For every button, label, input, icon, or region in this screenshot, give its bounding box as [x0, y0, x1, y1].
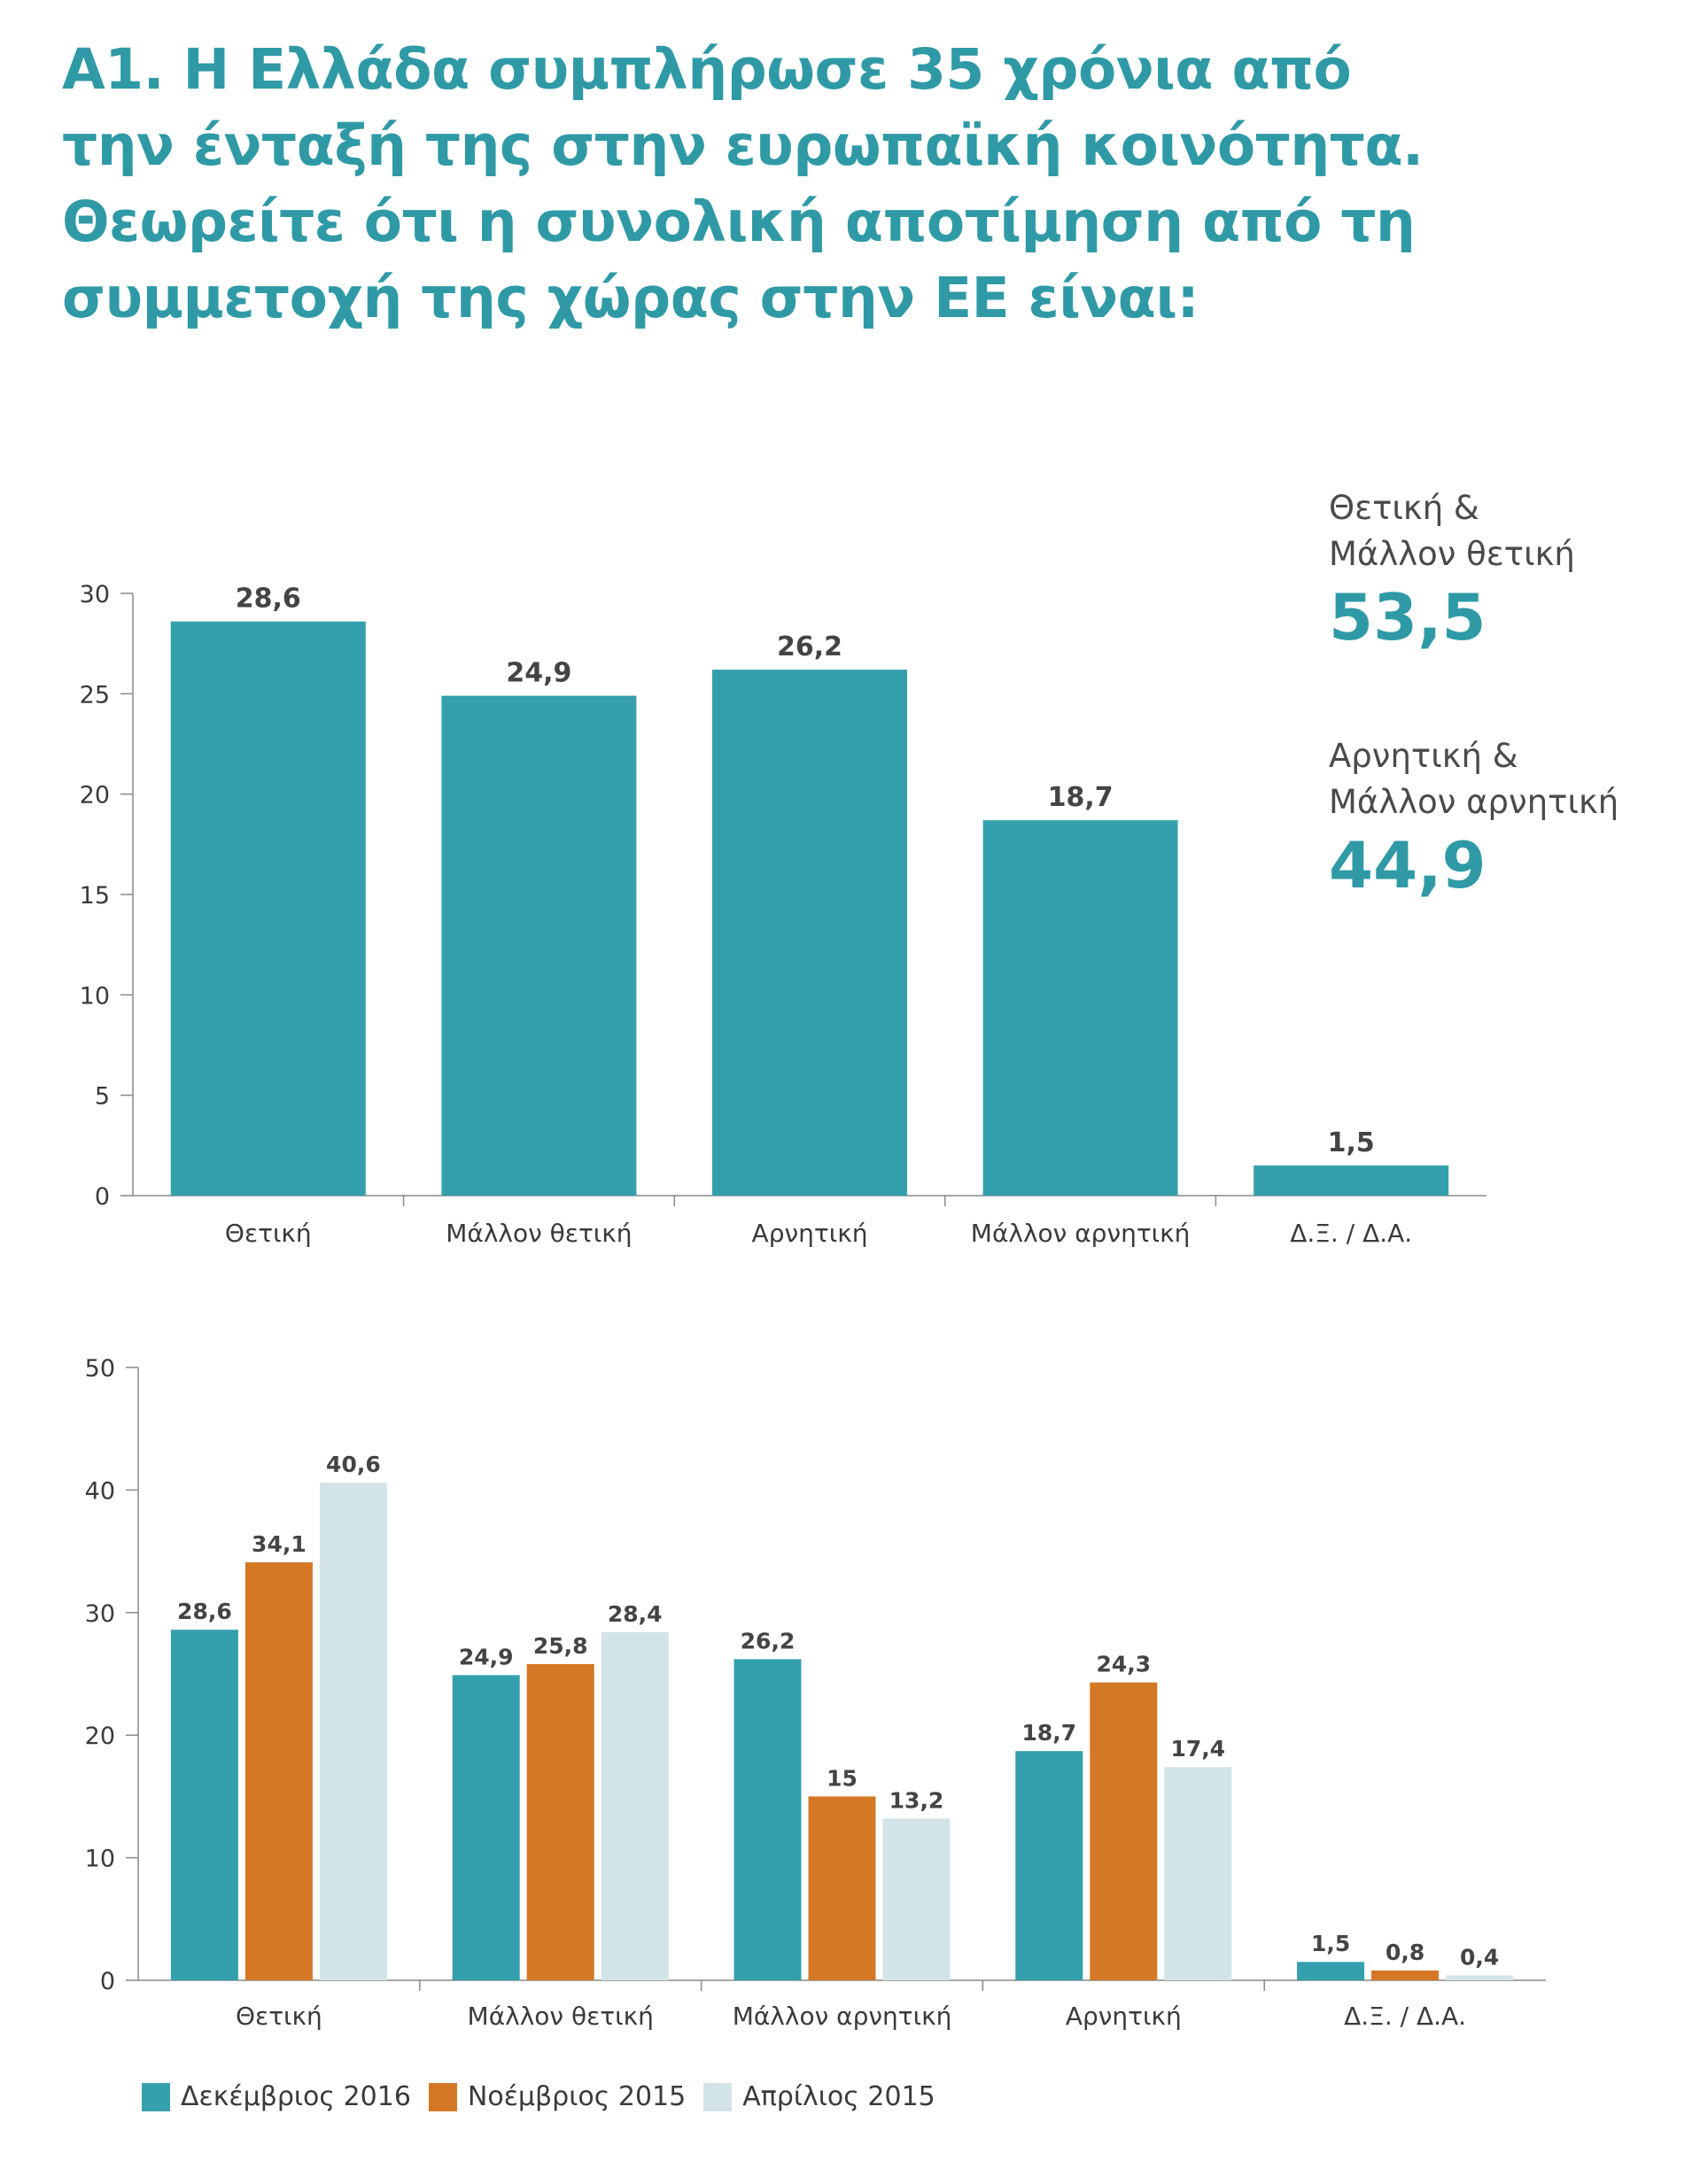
bar	[526, 1663, 594, 1980]
bar	[1090, 1682, 1158, 1980]
negative-summary-label: Μάλλον αρνητική	[1329, 783, 1619, 821]
bar-value-label: 40,6	[326, 1452, 381, 1477]
legend-item: Νοέμβριος 2015	[428, 2081, 687, 2112]
y-tick-label: 15	[80, 882, 110, 910]
bar-value-label: 13,2	[889, 1787, 944, 1813]
legend-item: Απρίλιος 2015	[703, 2081, 935, 2112]
bar-value-label: 0,8	[1385, 1940, 1424, 1965]
x-category-label: Μάλλον αρνητική	[733, 2002, 952, 2031]
positive-summary-label: Μάλλον θετική	[1329, 535, 1575, 573]
bar-value-label: 34,1	[252, 1531, 307, 1557]
positive-summary: Θετική & Μάλλον θετική 53,5	[1329, 485, 1575, 657]
bar	[1297, 1962, 1365, 1980]
title-line: την ένταξή της στην ευρωπαϊκή κοινότητα.	[62, 113, 1424, 178]
legend-swatch	[428, 2082, 457, 2111]
bar	[452, 1675, 520, 1980]
bar	[1015, 1751, 1083, 1980]
y-tick-label: 50	[85, 1355, 115, 1382]
bar	[1164, 1767, 1232, 1980]
y-tick-label: 20	[80, 782, 110, 809]
x-category-label: Μάλλον αρνητική	[971, 1219, 1191, 1248]
y-tick-label: 0	[100, 1968, 115, 1995]
legend-label: Νοέμβριος 2015	[467, 2081, 687, 2112]
title-line: Θεωρείτε ότι η συνολική αποτίμηση από τη	[62, 190, 1416, 254]
bar-value-label: 25,8	[533, 1633, 588, 1659]
y-tick-label: 40	[85, 1477, 115, 1505]
title-line: συμμετοχή της χώρας στην ΕΕ είναι:	[62, 266, 1199, 330]
bar-value-label: 18,7	[1021, 1720, 1076, 1746]
bar-value-label: 26,2	[777, 631, 842, 662]
bar	[712, 670, 907, 1196]
x-category-label: Δ.Ξ. / Δ.Α.	[1344, 2002, 1466, 2031]
bar	[808, 1796, 876, 1980]
bar-value-label: 18,7	[1048, 782, 1114, 813]
bar	[733, 1659, 802, 1980]
y-tick-label: 0	[95, 1183, 110, 1211]
x-category-label: Αρνητική	[752, 1219, 868, 1248]
bar-value-label: 28,4	[608, 1601, 663, 1627]
bar	[601, 1631, 669, 1980]
legend-swatch	[142, 2082, 170, 2111]
x-category-label: Μάλλον θετική	[446, 1219, 632, 1248]
x-category-label: Θετική	[236, 2002, 322, 2031]
y-tick-label: 25	[80, 681, 110, 709]
legend-label: Απρίλιος 2015	[742, 2081, 935, 2112]
legend-label: Δεκέμβριος 2016	[181, 2081, 411, 2112]
bar-value-label: 28,6	[177, 1599, 232, 1624]
bar-value-label: 0,4	[1460, 1944, 1499, 1970]
bar	[170, 621, 366, 1196]
negative-summary-value: 44,9	[1329, 828, 1486, 902]
y-tick-label: 5	[95, 1083, 110, 1111]
positive-summary-label: Θετική &	[1329, 489, 1479, 527]
x-category-label: Θετική	[225, 1219, 312, 1248]
overall-assessment-bar-chart: 0 5 10 15 20 25 30 28,6 Θετική 24,9 Μάλλον θετική 2…	[80, 581, 1486, 1248]
y-tick-label: 30	[80, 581, 110, 608]
bar	[1446, 1975, 1514, 1980]
bar-value-label: 24,3	[1096, 1652, 1151, 1677]
x-category-label: Αρνητική	[1066, 2002, 1182, 2031]
legend-swatch	[703, 2082, 733, 2111]
x-category-label: Μάλλον θετική	[468, 2002, 654, 2031]
bar	[441, 695, 637, 1196]
negative-summary: Αρνητική & Μάλλον αρνητική 44,9	[1329, 733, 1618, 905]
bar-value-label: 15	[827, 1765, 858, 1791]
bar	[1371, 1970, 1440, 1980]
bar-value-label: 1,5	[1328, 1127, 1375, 1158]
chart-title: Α1. Η Ελλάδα συμπλήρωσε 35 χρόνια από τη…	[62, 32, 1444, 337]
negative-summary-label: Αρνητική &	[1329, 737, 1518, 775]
chart-legend: Δεκέμβριος 2016 Νοέμβριος 2015 Απρίλιος …	[142, 2081, 935, 2112]
bar-value-label: 26,2	[741, 1628, 796, 1653]
bar	[244, 1562, 313, 1980]
x-category-label: Δ.Ξ. / Δ.Α.	[1290, 1219, 1412, 1248]
comparison-grouped-bar-chart: 0 10 20 30 40 50 28,6 34,1 40,6 Θετική 24,9 25,8 28,…	[85, 1355, 1546, 2031]
positive-summary-value: 53,5	[1329, 580, 1486, 654]
bar-value-label: 17,4	[1170, 1736, 1225, 1762]
bar-value-label: 24,9	[506, 658, 571, 689]
bar-value-label: 1,5	[1311, 1931, 1350, 1956]
y-tick-label: 20	[85, 1723, 115, 1750]
bar-value-label: 28,6	[236, 584, 301, 615]
legend-item: Δεκέμβριος 2016	[142, 2081, 411, 2112]
y-tick-label: 10	[85, 1846, 115, 1873]
bar	[982, 820, 1178, 1196]
y-tick-label: 30	[85, 1600, 115, 1628]
y-tick-label: 10	[80, 982, 110, 1010]
bar-value-label: 24,9	[459, 1644, 514, 1669]
bar	[1253, 1166, 1449, 1196]
title-line: Α1. Η Ελλάδα συμπλήρωσε 35 χρόνια από	[62, 37, 1352, 102]
bar	[882, 1818, 951, 1980]
bar	[319, 1483, 387, 1980]
bar	[170, 1630, 238, 1980]
